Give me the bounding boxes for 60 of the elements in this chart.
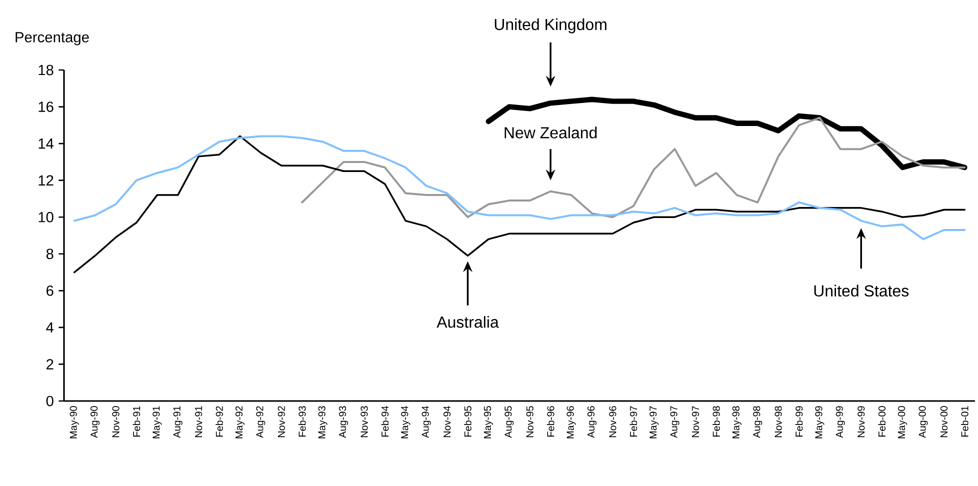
x-tick-label: Nov-90 <box>112 406 120 438</box>
x-tick-label: Feb-00 <box>878 406 886 437</box>
y-tick-label: 4 <box>46 322 54 332</box>
x-tick-label: Nov-92 <box>278 406 285 438</box>
y-tick-label: 8 <box>46 248 54 260</box>
x-tick-label: Aug-99 <box>836 406 845 438</box>
x-tick-label: Feb-91 <box>132 406 140 437</box>
y-tick-label: 12 <box>38 175 54 186</box>
y-tick-label: 16 <box>38 102 54 112</box>
x-tick-label: Feb-94 <box>381 406 389 437</box>
annotation: Australia <box>436 316 499 328</box>
x-tick-label: Feb-93 <box>298 406 306 437</box>
y-tick-label: 2 <box>46 359 54 370</box>
x-tick-label: Feb-98 <box>712 406 720 437</box>
x-tick-label: Nov-94 <box>443 406 451 438</box>
x-tick-label: Feb-01 <box>960 406 968 437</box>
x-tick-label: May-99 <box>815 406 824 438</box>
x-tick-label: Aug-95 <box>504 406 514 438</box>
x-tick-label: Aug-96 <box>587 406 596 438</box>
x-tick-label: Feb-95 <box>464 406 472 437</box>
x-tick-label: Aug-94 <box>422 406 431 438</box>
x-tick-label: May-91 <box>152 406 162 438</box>
x-tick-label: May-92 <box>235 406 245 438</box>
x-tick-label: May-94 <box>401 406 410 438</box>
y-tick-label: 0 <box>46 396 54 406</box>
annotation: New Zealand <box>504 126 597 138</box>
x-tick-label: Nov-95 <box>526 406 534 438</box>
x-tick-label: Aug-00 <box>918 406 928 438</box>
x-tick-label: Aug-92 <box>256 406 266 438</box>
x-tick-label: May-90 <box>70 406 79 438</box>
x-tick-label: Feb-99 <box>795 406 803 437</box>
annotation: United States <box>814 284 909 297</box>
x-tick-label: Aug-93 <box>338 406 348 438</box>
x-tick-label: Feb-96 <box>546 406 554 437</box>
text: United Kingdom <box>494 18 606 34</box>
y-tick-label: 18 <box>38 64 54 76</box>
x-tick-label: Feb-92 <box>216 406 223 437</box>
x-tick-label: May-93 <box>318 406 328 438</box>
x-tick-label: Nov-93 <box>360 406 368 438</box>
x-tick-label: Feb-97 <box>630 406 638 437</box>
x-tick-label: May-97 <box>650 406 659 438</box>
y-tick-label: 10 <box>38 212 54 222</box>
y-tick-label: 6 <box>46 285 54 296</box>
x-tick-label: Nov-91 <box>195 406 202 438</box>
x-tick-label: Nov-97 <box>692 406 700 438</box>
x-tick-label: Aug-98 <box>753 406 762 438</box>
y-axis-title: Percentage <box>16 32 89 46</box>
x-tick-label: May-00 <box>898 406 908 438</box>
x-tick-label: May-96 <box>566 406 576 438</box>
x-tick-label: Nov-96 <box>609 406 616 438</box>
x-tick-label: May-95 <box>484 406 493 438</box>
x-tick-label: Aug-97 <box>670 406 680 438</box>
line-series <box>301 116 966 218</box>
x-tick-label: Nov-98 <box>774 406 782 438</box>
x-tick-label: Aug-91 <box>173 406 182 438</box>
x-tick-label: Aug-90 <box>90 406 100 438</box>
x-tick-label: Nov-99 <box>858 406 865 438</box>
x-tick-label: May-98 <box>732 406 742 438</box>
x-tick-label: Nov-00 <box>940 406 948 438</box>
y-tick-label: 14 <box>38 138 54 149</box>
